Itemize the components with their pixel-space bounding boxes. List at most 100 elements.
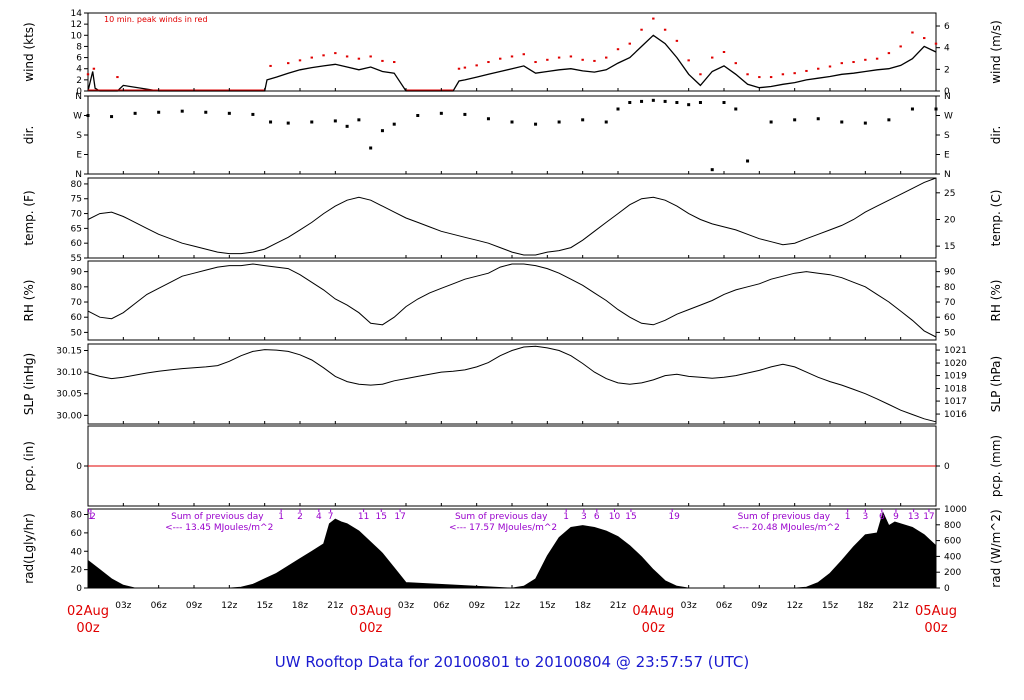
x-tick-label: 12z bbox=[504, 601, 520, 611]
panel-frame bbox=[87, 343, 937, 425]
y-tick-label: E bbox=[76, 151, 82, 161]
direction-point bbox=[86, 114, 90, 117]
direction-point bbox=[769, 120, 773, 124]
y-axis-label: wind (kts) bbox=[22, 22, 36, 81]
direction-point bbox=[557, 120, 561, 124]
direction-point bbox=[793, 118, 797, 122]
x-tick-label: 15z bbox=[539, 601, 555, 611]
y-tick-label: 6 bbox=[76, 54, 82, 64]
x-tick-label: 15z bbox=[257, 601, 273, 611]
x-tick-label: 12z bbox=[787, 601, 803, 611]
y-tick-label: 14 bbox=[71, 9, 83, 19]
sun-hour-label: 17 bbox=[394, 512, 405, 522]
peak-wind-point bbox=[569, 55, 573, 58]
direction-point bbox=[581, 118, 585, 122]
peak-wind-point bbox=[746, 73, 749, 76]
daily-sum-heading: Sum of previous day bbox=[171, 512, 264, 522]
peak-wind-point bbox=[463, 66, 467, 69]
sun-hour-label: 3 bbox=[862, 512, 868, 522]
y-axis-label: pcp. (in) bbox=[22, 441, 36, 491]
direction-point bbox=[934, 107, 938, 111]
series-radiation bbox=[87, 511, 937, 589]
peak-wind-point bbox=[546, 58, 549, 61]
direction-point bbox=[380, 129, 384, 133]
direction-point bbox=[840, 120, 844, 124]
y-tick-label-right: 1016 bbox=[944, 410, 967, 420]
peak-wind-point bbox=[923, 37, 926, 40]
direction-point bbox=[357, 118, 361, 122]
direction-point bbox=[816, 117, 820, 121]
date-label: 04Aug bbox=[632, 604, 674, 619]
peak-wind-point bbox=[887, 52, 891, 55]
direction-point bbox=[746, 159, 750, 163]
peak-wind-point bbox=[852, 61, 855, 64]
y-tick-label: 55 bbox=[71, 254, 82, 264]
date-label: 05Aug bbox=[915, 604, 957, 619]
peak-wind-point bbox=[758, 76, 761, 79]
peak-wind-point bbox=[934, 42, 938, 45]
y-tick-label-right: 0 bbox=[944, 584, 950, 594]
y-tick-label-right: 4 bbox=[944, 44, 950, 54]
direction-point bbox=[463, 112, 467, 116]
peak-wind-point bbox=[557, 56, 561, 59]
daily-sum-value: <--- 13.45 MJoules/m^2 bbox=[165, 523, 273, 533]
y-tick-label-right: 50 bbox=[944, 328, 956, 338]
peak-wind-point bbox=[734, 62, 737, 65]
x-tick-label: 21z bbox=[893, 601, 909, 611]
date-time-label: 00z bbox=[924, 621, 948, 636]
peak-wind-point bbox=[475, 64, 478, 67]
x-tick-label: 09z bbox=[186, 601, 202, 611]
y-tick-label: 60 bbox=[71, 313, 83, 323]
y-axis-label: temp. (F) bbox=[22, 190, 36, 245]
peak-wind-point bbox=[793, 72, 796, 75]
y-tick-label: 70 bbox=[71, 210, 83, 220]
y-tick-label-right: 0 bbox=[944, 87, 950, 97]
y-tick-label-right: 600 bbox=[944, 537, 961, 547]
peak-wind-point bbox=[534, 61, 537, 64]
daily-sum-heading: Sum of previous day bbox=[738, 512, 831, 522]
peak-wind-point bbox=[457, 67, 461, 70]
sun-hour-label: 19 bbox=[668, 512, 680, 522]
y-tick-label: 8 bbox=[76, 42, 82, 52]
peak-wind-point bbox=[722, 51, 726, 53]
y-tick-label: 10 bbox=[71, 31, 83, 41]
direction-point bbox=[616, 107, 620, 111]
peak-wind-point bbox=[805, 69, 808, 72]
peak-wind-point bbox=[911, 31, 914, 34]
direction-point bbox=[628, 101, 632, 104]
y-tick-label: 30.00 bbox=[56, 411, 82, 421]
y-axis-label: RH (%) bbox=[22, 280, 36, 322]
peak-wind-point bbox=[663, 28, 667, 31]
y-tick-label: 50 bbox=[71, 328, 83, 338]
y-tick-label-right: 20 bbox=[944, 215, 956, 225]
y-tick-label: 20 bbox=[71, 566, 83, 576]
y-tick-label: 30.10 bbox=[56, 368, 82, 378]
direction-point bbox=[204, 110, 208, 114]
sun-hour-label: 15 bbox=[376, 512, 387, 522]
x-tick-label: 21z bbox=[610, 601, 626, 611]
x-tick-label: 03z bbox=[115, 601, 131, 611]
peak-wind-point bbox=[769, 76, 773, 79]
peak-wind-point bbox=[593, 59, 596, 62]
panel-frame bbox=[87, 260, 937, 341]
y-axis-label-right: RH (%) bbox=[989, 280, 1003, 322]
direction-point bbox=[604, 120, 608, 124]
direction-point bbox=[286, 121, 290, 125]
peak-wind-point bbox=[828, 65, 832, 68]
sun-hour-label: 17 bbox=[923, 512, 934, 522]
peak-wind-point bbox=[357, 57, 361, 60]
y-tick-label-right: 80 bbox=[944, 283, 956, 293]
sun-hour-label: 1 bbox=[563, 512, 569, 522]
sun-hour-label: 7 bbox=[328, 512, 334, 522]
direction-point bbox=[251, 112, 255, 116]
sun-hour-label: 6 bbox=[879, 512, 885, 522]
y-tick-label: 4 bbox=[76, 65, 82, 75]
y-tick-label-right: 200 bbox=[944, 568, 961, 578]
y-tick-label: 80 bbox=[71, 180, 83, 190]
peak-wind-point bbox=[345, 55, 349, 58]
direction-point bbox=[687, 103, 691, 107]
sun-hour-label: 1 bbox=[278, 512, 284, 522]
peak-wind-point bbox=[675, 39, 679, 42]
